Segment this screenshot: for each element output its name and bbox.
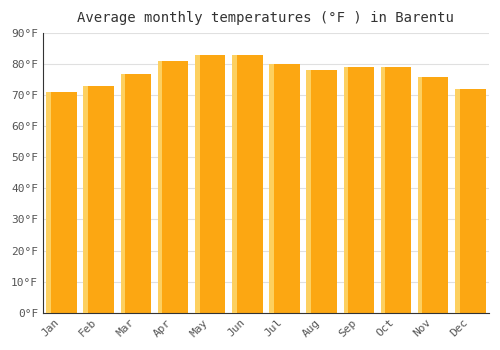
Bar [344, 67, 348, 313]
Bar [195, 55, 200, 313]
Bar [158, 61, 188, 313]
Bar [84, 86, 88, 313]
Bar [158, 61, 162, 313]
Bar [418, 77, 422, 313]
Bar [232, 55, 262, 313]
Bar [232, 55, 236, 313]
Bar [418, 77, 448, 313]
Bar [306, 70, 311, 313]
Bar [46, 92, 77, 313]
Bar [270, 64, 274, 313]
Bar [381, 67, 386, 313]
Title: Average monthly temperatures (°F ) in Barentu: Average monthly temperatures (°F ) in Ba… [78, 11, 454, 25]
Bar [306, 70, 337, 313]
Bar [195, 55, 226, 313]
Bar [455, 89, 460, 313]
Bar [120, 74, 125, 313]
Bar [381, 67, 411, 313]
Bar [120, 74, 151, 313]
Bar [270, 64, 300, 313]
Bar [84, 86, 114, 313]
Bar [455, 89, 486, 313]
Bar [46, 92, 51, 313]
Bar [344, 67, 374, 313]
